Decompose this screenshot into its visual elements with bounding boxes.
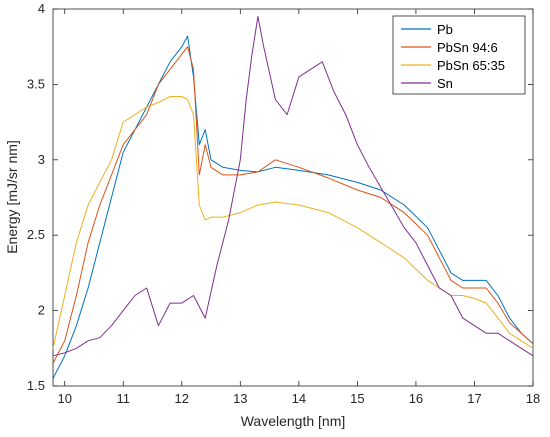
y-tick-label: 3 bbox=[38, 152, 45, 167]
series-line-4 bbox=[52, 16, 534, 357]
x-tick-label: 11 bbox=[116, 391, 130, 406]
x-axis-label: Wavelength [nm] bbox=[241, 413, 346, 429]
x-tick-label: 12 bbox=[175, 391, 189, 406]
series-line-1 bbox=[52, 35, 534, 379]
y-tick-label: 3.5 bbox=[27, 76, 45, 91]
series-layer bbox=[52, 16, 534, 379]
x-tick-label: 13 bbox=[233, 391, 247, 406]
y-tick-label: 2.5 bbox=[27, 227, 45, 242]
legend-entry: PbSn 94:6 bbox=[437, 40, 498, 55]
tick-layer: 10 11 12 13 14 15 16 17 18 1.5 2 2.5 3 3.5 4 bbox=[27, 1, 540, 406]
x-tick-label: 14 bbox=[292, 391, 306, 406]
x-tick-label: 10 bbox=[57, 391, 71, 406]
series-line-2 bbox=[52, 46, 534, 364]
x-tick-label: 15 bbox=[350, 391, 364, 406]
legend-box bbox=[392, 15, 526, 95]
legend: Pb PbSn 94:6 PbSn 65:35 Sn bbox=[392, 15, 526, 95]
series-line-3 bbox=[52, 96, 534, 349]
x-tick-label: 16 bbox=[409, 391, 423, 406]
y-axis-label: Energy [mJ/sr nm] bbox=[4, 140, 20, 254]
legend-entry: Sn bbox=[437, 76, 453, 91]
y-tick-label: 4 bbox=[38, 1, 45, 16]
legend-entry: PbSn 65:35 bbox=[437, 58, 505, 73]
y-tick-label: 1.5 bbox=[27, 378, 45, 393]
x-tick-label: 18 bbox=[526, 391, 540, 406]
legend-entry: Pb bbox=[437, 22, 453, 37]
x-tick-label: 17 bbox=[467, 391, 481, 406]
y-tick-label: 2 bbox=[38, 303, 45, 318]
